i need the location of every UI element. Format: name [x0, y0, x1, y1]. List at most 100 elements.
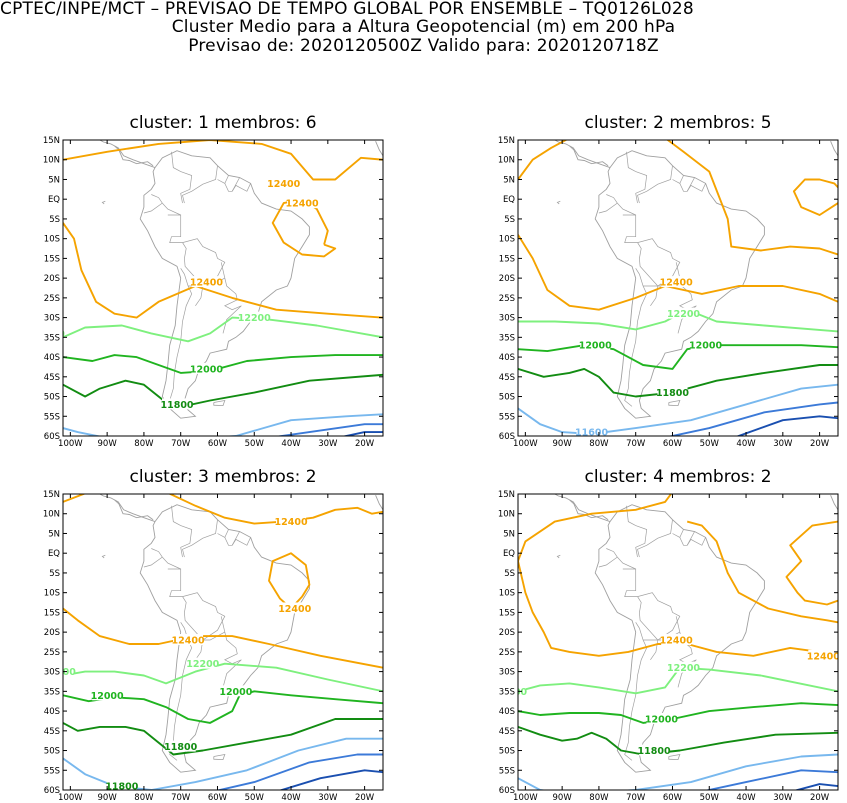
lon-label: 50W: [245, 793, 265, 803]
lon-label: 90W: [98, 793, 118, 803]
country-border: [606, 194, 618, 204]
contour-line: [785, 520, 838, 606]
header-line-2: Cluster Medio para a Altura Geopotencial…: [171, 17, 676, 37]
coastline-south-america: [594, 504, 765, 773]
lon-label: 40W: [736, 793, 756, 803]
country-border: [224, 529, 229, 538]
lat-label: 55S: [499, 766, 515, 776]
contour-label: 12000: [689, 341, 722, 352]
contour-label: 11800: [656, 388, 689, 399]
contour-label: 11800: [638, 746, 671, 757]
country-border: [162, 202, 181, 216]
country-border: [167, 214, 183, 243]
contour-label-bg: [162, 398, 193, 410]
lat-label: 45S: [44, 373, 60, 383]
contour-line: [704, 769, 838, 790]
country-border: [617, 202, 636, 216]
lat-label: 30S: [44, 314, 60, 324]
header-line-3: Previsao de: 2020120500Z Valido para: 20…: [188, 36, 659, 56]
coastline-south-america: [139, 504, 310, 773]
country-border: [217, 533, 251, 546]
lon-label: 60W: [663, 439, 683, 449]
lat-label: 60S: [499, 432, 515, 442]
lon-label: 30W: [773, 439, 793, 449]
lat-label: 15N: [498, 136, 515, 146]
contour-line: [63, 494, 87, 503]
country-border: [151, 194, 163, 204]
contour-line: [63, 718, 383, 756]
country-border: [622, 214, 638, 243]
lat-label: 50S: [499, 747, 515, 757]
lat-label: 50S: [499, 393, 515, 403]
contour-line: [518, 753, 838, 790]
contour-label: 12400: [275, 517, 308, 528]
contour-label-bg: [63, 665, 75, 677]
lat-label: 60S: [44, 432, 60, 442]
lat-label: 20S: [44, 628, 60, 638]
lon-label: 50W: [700, 439, 720, 449]
country-border: [151, 548, 163, 558]
country-border: [171, 505, 193, 558]
country-border: [675, 262, 681, 279]
contour-line: [63, 354, 383, 374]
contour-line: [666, 140, 838, 256]
lat-label: 35S: [44, 333, 60, 343]
contour-label-bg: [668, 661, 699, 673]
contour-line: [63, 662, 383, 693]
contour-line: [63, 737, 383, 790]
country-border: [598, 202, 618, 214]
contour-label-bg: [276, 515, 307, 527]
map-content: 12400 12400 12400 12200 12200 12000 11800: [63, 140, 383, 436]
lon-label: 100W: [58, 439, 83, 449]
contour-line: [518, 726, 838, 756]
contour-label-bg: [580, 339, 611, 351]
contour-label: 12400: [660, 636, 693, 647]
contour-line: [63, 222, 383, 319]
contour-line: [518, 140, 568, 181]
lat-label: 15S: [44, 254, 60, 264]
lon-label: 80W: [134, 439, 154, 449]
country-border: [675, 616, 681, 633]
lon-label: 90W: [98, 439, 118, 449]
coastline-central-america: [554, 140, 611, 169]
contour-line: [518, 494, 838, 661]
lat-label: 10S: [499, 235, 515, 245]
lon-label: 80W: [589, 793, 609, 803]
contour-label: 12000: [645, 714, 678, 725]
lat-label: 5S: [49, 569, 60, 579]
coastline-central-america: [114, 499, 154, 521]
lat-label: 55S: [44, 412, 60, 422]
country-border: [162, 556, 181, 570]
lat-label: 5N: [503, 175, 515, 185]
lat-label: 40S: [499, 353, 515, 363]
lat-label: 50S: [44, 747, 60, 757]
country-border: [182, 519, 218, 558]
country-border: [222, 278, 242, 334]
lat-label: 5S: [504, 569, 515, 579]
lat-label: 10S: [44, 589, 60, 599]
lat-label: 15N: [43, 136, 60, 146]
lat-label: 20S: [44, 274, 60, 284]
header-line-1: CPTEC/INPE/MCT – PREVISAO DE TEMPO GLOBA…: [0, 0, 694, 19]
contour-label: 12000: [190, 364, 223, 375]
lon-label: 40W: [281, 793, 301, 803]
country-border: [182, 592, 226, 641]
contour-label: 12400: [286, 199, 319, 210]
contour-line: [63, 413, 383, 436]
country-border: [679, 529, 684, 538]
contour-label: 12000: [219, 687, 252, 698]
coastline-south-america: [139, 150, 310, 419]
lon-label: 40W: [736, 439, 756, 449]
map-frame: [517, 493, 839, 791]
contour-label-bg: [661, 634, 692, 646]
coastline-falklands: [213, 753, 226, 761]
lat-label: EQ: [503, 549, 515, 559]
map-content: 12400 12400 12400 12200 12200 12000 12000 11800…: [63, 494, 383, 790]
contour-label: 12000: [579, 341, 612, 352]
lat-label: 60S: [44, 786, 60, 796]
contour-line: [268, 552, 311, 610]
contour-line: [518, 666, 838, 695]
lat-label: 55S: [499, 412, 515, 422]
contour-label: 12200: [667, 309, 700, 320]
lat-label: 50S: [44, 393, 60, 403]
